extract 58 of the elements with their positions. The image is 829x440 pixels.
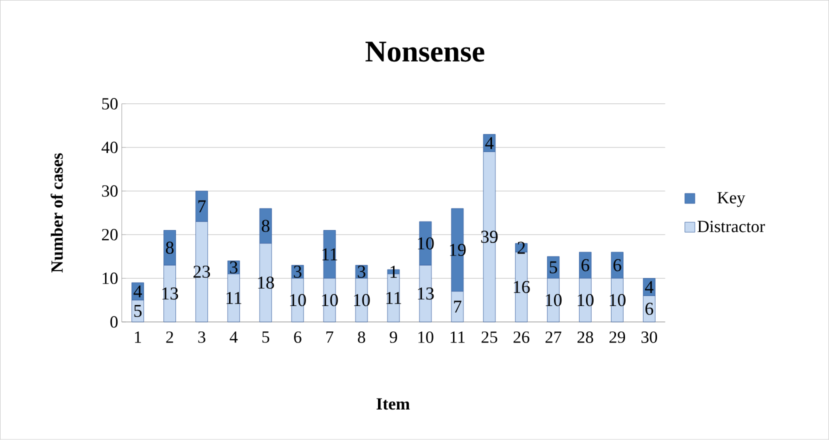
data-label: 8 xyxy=(166,242,174,254)
data-label: 10 xyxy=(546,294,562,306)
y-tick-label: 30 xyxy=(102,185,118,197)
data-label: 6 xyxy=(613,259,622,272)
data-label: 7 xyxy=(198,200,206,212)
x-tick-label: 1 xyxy=(135,332,142,343)
data-label: 4 xyxy=(485,137,494,150)
x-tick-label: 11 xyxy=(450,332,465,343)
data-label: 7 xyxy=(454,300,462,313)
data-label: 5 xyxy=(134,305,142,318)
data-label: 39 xyxy=(481,230,498,244)
data-label: 6 xyxy=(645,302,654,316)
data-label: 10 xyxy=(578,294,594,306)
y-tick-label: 0 xyxy=(110,316,118,328)
x-tick-label: 30 xyxy=(642,332,658,344)
data-label: 5 xyxy=(550,262,558,274)
data-label: 4 xyxy=(645,281,654,294)
x-tick-label: 25 xyxy=(482,332,498,344)
legend-label: Key xyxy=(717,192,746,208)
x-tick-label: 2 xyxy=(166,332,174,343)
data-label: 8 xyxy=(262,220,270,232)
data-label: 4 xyxy=(134,286,142,298)
data-label: 11 xyxy=(226,292,242,304)
x-tick-label: 3 xyxy=(198,332,206,344)
x-tick-label: 7 xyxy=(326,332,334,343)
y-tick-label: 20 xyxy=(102,229,118,241)
data-label: 10 xyxy=(290,294,306,306)
chart-title: Nonsense xyxy=(366,42,484,62)
y-tick-label: 50 xyxy=(102,98,118,110)
data-label: 18 xyxy=(258,276,274,289)
data-label: 13 xyxy=(162,288,178,300)
x-axis-title: Item xyxy=(376,398,410,410)
x-tick-label: 6 xyxy=(294,332,302,344)
x-tick-label: 5 xyxy=(262,332,270,343)
y-axis-title: Number of cases xyxy=(50,153,63,273)
data-label: 23 xyxy=(193,266,210,278)
data-label: 6 xyxy=(582,259,590,272)
data-label: 10 xyxy=(322,294,338,306)
x-tick-label: 27 xyxy=(546,332,562,343)
data-label: 3 xyxy=(230,261,238,274)
data-label: 13 xyxy=(418,288,434,300)
x-tick-label: 29 xyxy=(609,332,626,344)
y-tick-label: 40 xyxy=(102,142,118,154)
x-tick-label: 4 xyxy=(230,332,238,343)
data-label: 2 xyxy=(518,242,525,254)
x-tick-label: 9 xyxy=(390,332,398,344)
data-label: 3 xyxy=(294,266,302,278)
data-label: 16 xyxy=(514,281,530,294)
x-tick-label: 28 xyxy=(578,332,594,344)
data-label: 10 xyxy=(354,294,370,306)
legend-label: Distractor xyxy=(698,220,765,232)
y-tick-label: 10 xyxy=(102,272,118,284)
x-tick-label: 10 xyxy=(418,332,434,344)
x-tick-label: 8 xyxy=(358,332,366,344)
data-label: 11 xyxy=(386,292,402,304)
x-tick-label: 26 xyxy=(514,332,530,344)
data-label: 3 xyxy=(358,266,366,278)
data-label: 10 xyxy=(610,294,626,306)
